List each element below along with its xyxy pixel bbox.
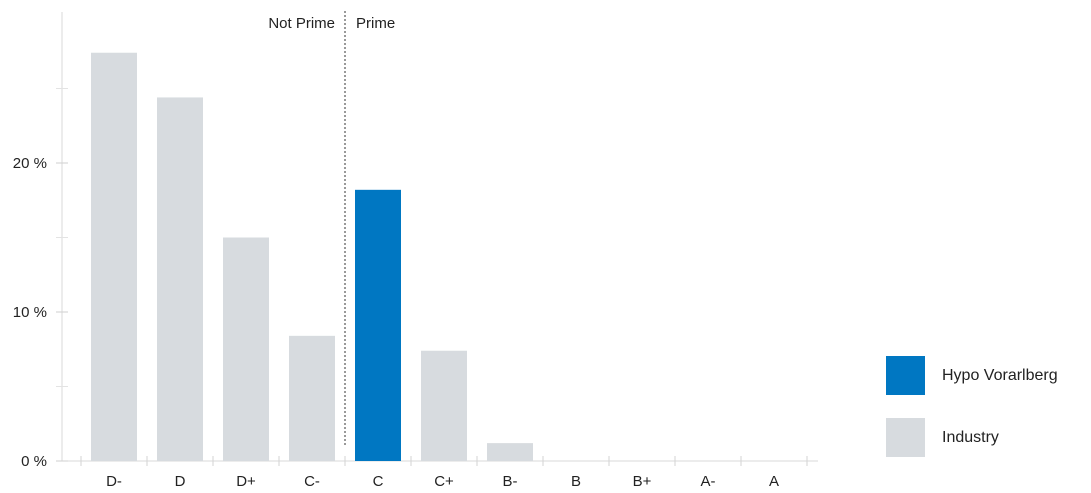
y-tick-label: 10 % — [13, 304, 47, 321]
x-tick-label: C- — [304, 473, 320, 488]
x-tick-label: A- — [701, 473, 716, 488]
bar-industry — [157, 97, 203, 461]
bars — [91, 52, 533, 462]
legend-label-hypo-vorarlberg: Hypo Vorarlberg — [942, 366, 1058, 384]
legend-item-industry: Industry — [886, 418, 999, 457]
bar-industry — [487, 443, 533, 461]
x-tick-label: B — [571, 473, 581, 488]
legend-swatch-industry — [886, 418, 925, 457]
bar-industry — [421, 350, 467, 461]
bar-hypo-vorarlberg — [355, 189, 401, 461]
prime-label: Prime — [356, 15, 395, 32]
not-prime-label: Not Prime — [268, 15, 335, 32]
bar-industry — [289, 335, 335, 461]
legend-label-industry: Industry — [942, 428, 999, 446]
x-tick-label: A — [769, 473, 779, 488]
y-tick-label: 0 % — [21, 453, 47, 470]
x-tick-label: C+ — [434, 473, 454, 488]
x-tick-label: D- — [106, 473, 122, 488]
legend-item-hypo-vorarlberg: Hypo Vorarlberg — [886, 356, 1058, 395]
x-tick-label: B- — [503, 473, 518, 488]
legend-swatch-hypo-vorarlberg — [886, 356, 925, 395]
x-tick-label: D+ — [236, 473, 256, 488]
bar-industry — [223, 237, 269, 461]
x-tick-label: D — [175, 473, 186, 488]
x-tick-label: C — [373, 473, 384, 488]
y-tick-label: 20 % — [13, 155, 47, 172]
bar-industry — [91, 52, 137, 462]
labels: 0 % 10 % 20 % D- D D+ C- C C+ B- B B+ A- A Not Prime Pr… — [13, 15, 779, 490]
x-tick-label: B+ — [633, 473, 652, 488]
